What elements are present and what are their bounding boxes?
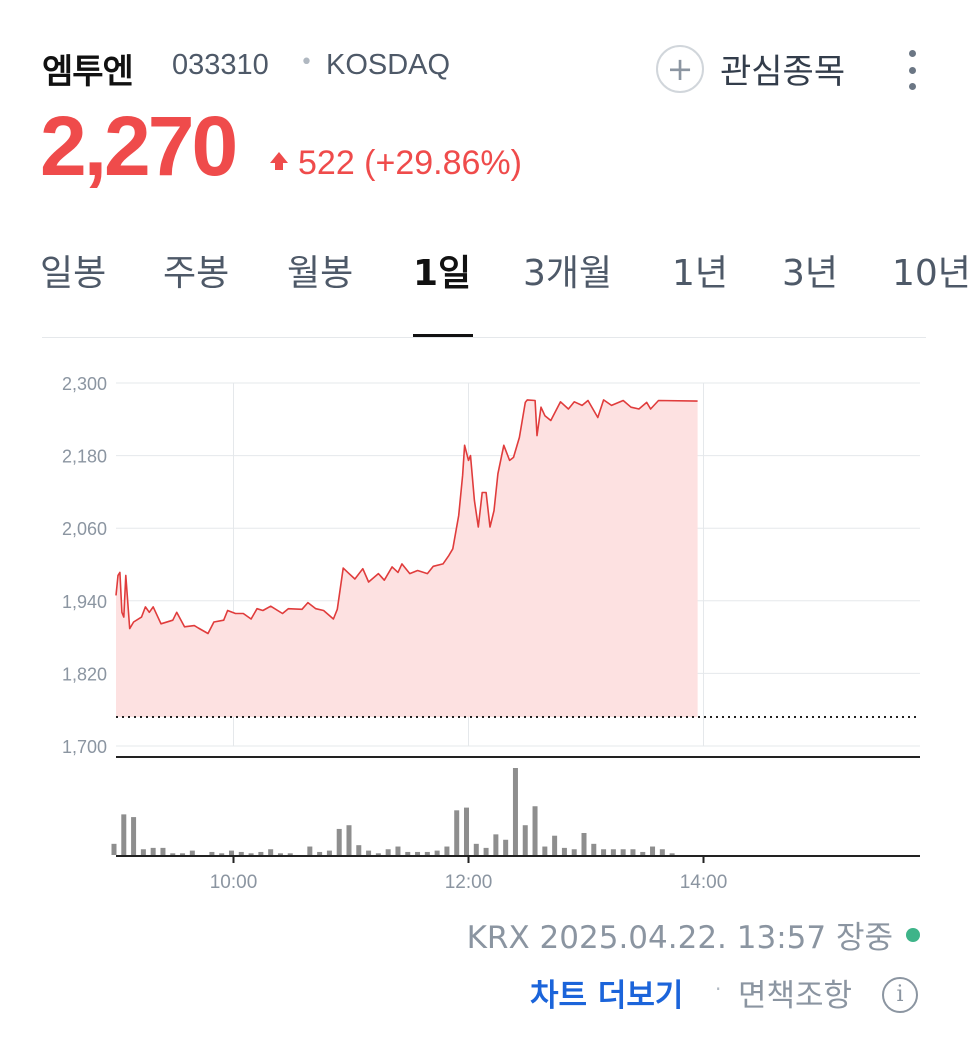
volume-bar [150,847,156,855]
volume-bar [307,846,313,855]
tab-3years[interactable]: 3년 [782,253,839,294]
x-tick-label: 10:00 [210,872,258,893]
volume-bar [630,849,636,855]
volume-bar [375,853,381,855]
data-source-timestamp: KRX 2025.04.22. 13:57 장중 [466,920,893,956]
volume-bar [121,814,127,855]
volume-bar [532,806,538,855]
volume-bar [473,843,479,855]
volume-bar [444,846,450,855]
y-tick-label: 1,700 [62,737,107,757]
separator-dot: • [300,50,313,75]
tab-1year[interactable]: 1년 [672,253,729,294]
volume-bar [552,835,558,855]
volume-bar [160,847,166,855]
volume-bar [454,810,460,855]
volume-bar [229,850,234,855]
stock-name: 엠투엔 [42,52,134,92]
volume-bar [591,843,597,855]
volume-bar [581,832,587,855]
volume-bar [512,768,518,855]
volume-bar [503,839,509,855]
x-tick-label: 14:00 [680,872,728,893]
volume-bar [140,849,146,855]
plus-icon: + [656,44,704,93]
volume-bar [336,828,342,855]
volume-bar [317,851,323,855]
current-price: 2,270 [40,99,238,193]
volume-bar [346,825,352,855]
volume-bar [277,853,283,855]
y-tick-label: 2,180 [62,447,107,467]
volume-bar [287,853,293,855]
volume-bar [111,843,117,855]
watchlist-label: 관심종목 [720,52,846,92]
x-tick-label: 12:00 [445,872,493,893]
stock-code: 033310 [172,49,269,81]
volume-bar [464,807,469,855]
volume-bar [571,849,577,855]
volume-bar [189,850,195,855]
volume-bar [610,849,616,855]
volume-bar [669,853,675,855]
volume-bar [395,846,401,855]
y-tick-label: 1,940 [62,592,107,612]
volume-bar [170,853,176,855]
volume-bar [405,851,411,855]
volume-bar [268,849,274,855]
tab-10years[interactable]: 10년 [892,253,968,294]
price-line [115,399,698,635]
up-arrow-icon [270,152,288,163]
volume-bar [258,851,264,855]
volume-bar [248,853,254,855]
volume-bar [434,850,440,855]
y-tick-label: 2,060 [62,519,107,539]
market-open-indicator [906,928,920,942]
volume-bar [415,851,421,855]
volume-bar [522,825,528,855]
selected-tab-indicator [413,334,473,337]
volume-bar [385,849,391,855]
volume-bar [561,847,567,855]
tab-1day[interactable]: 1일 [413,253,472,294]
volume-bar [640,851,646,855]
up-arrow-stem [275,162,283,170]
volume-bar [542,846,548,855]
tab-monthly[interactable]: 월봉 [287,253,354,294]
tab-weekly[interactable]: 주봉 [163,253,230,294]
info-icon[interactable]: i [882,977,918,1013]
price-chart[interactable]: 2,300 2,180 2,060 1,940 1,820 1,700 10:00 12:00… [0,0,968,900]
tab-divider [42,337,926,338]
price-area-fill [116,399,698,717]
volume-bar [601,849,607,855]
y-tick-label: 2,300 [62,374,107,394]
add-watchlist-button[interactable]: + 관심종목 [656,44,845,93]
more-chart-link[interactable]: 차트 더보기 [530,978,684,1014]
tab-3months[interactable]: 3개월 [523,253,613,294]
volume-bar [131,817,137,855]
more-vertical-icon[interactable] [905,50,919,90]
separator-dot: · [715,977,722,1001]
volume-bar [483,847,489,855]
volume-bar [356,845,362,855]
volume-bar [620,849,626,855]
volume-bar [209,851,215,855]
volume-bar [326,850,332,855]
volume-bar [238,851,244,855]
volume-bar [650,846,656,855]
market-name: KOSDAQ [326,49,451,81]
volume-bar [180,853,186,855]
price-change: 522 (+29.86%) [298,144,522,182]
volume-bar [659,849,665,855]
volume-bar [219,853,225,855]
disclaimer-link[interactable]: 면책조항 [738,978,853,1014]
volume-bar [366,850,372,855]
volume-bar [493,834,499,855]
volume-bar [424,851,430,855]
y-tick-label: 1,820 [62,664,107,684]
tab-daily[interactable]: 일봉 [40,253,107,294]
